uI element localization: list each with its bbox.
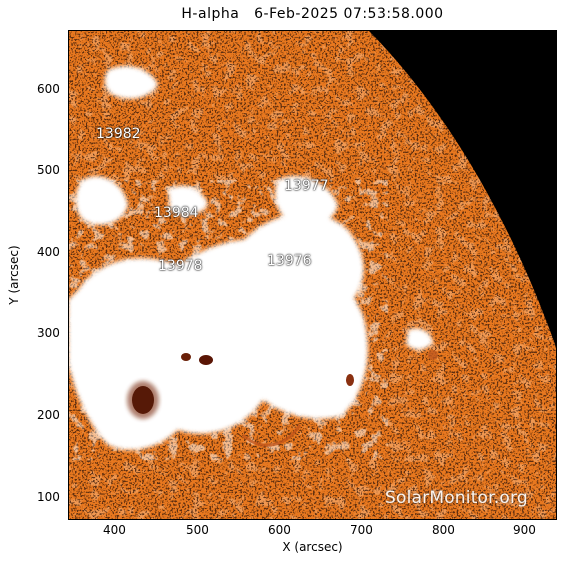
- x-tick-label: 600: [268, 523, 291, 537]
- sunspot-small-3: [346, 374, 354, 386]
- active-region-label: 13976: [267, 253, 312, 269]
- y-tick-label: 600: [37, 82, 60, 96]
- filament-arc: [241, 424, 302, 447]
- sunspots: [127, 350, 438, 419]
- y-tick-label: 400: [37, 245, 60, 259]
- y-tick-label: 200: [37, 408, 60, 422]
- bright-point: [428, 350, 438, 360]
- watermark: SolarMonitor.org: [385, 488, 528, 508]
- y-tick-label: 300: [37, 326, 60, 340]
- sunspot-small-1: [199, 355, 213, 365]
- active-region-label: 13982: [96, 126, 141, 142]
- plage-speckle: [68, 180, 388, 460]
- figure-title: H-alpha 6-Feb-2025 07:53:58.000: [181, 6, 444, 22]
- x-tick-label: 800: [432, 523, 455, 537]
- solar-disk-image: [68, 30, 557, 520]
- solar-disk-svg: [68, 30, 557, 520]
- y-tick-label: 500: [37, 163, 60, 177]
- x-tick-label: 900: [513, 523, 536, 537]
- sunspot-small-2: [181, 353, 191, 361]
- active-region-label: 13984: [154, 205, 199, 221]
- x-axis-label: X (arcsec): [282, 540, 343, 554]
- y-tick-label: 100: [37, 490, 60, 504]
- x-tick-label: 500: [186, 523, 209, 537]
- active-region-label: 13978: [158, 258, 203, 274]
- y-axis-label: Y (arcsec): [7, 245, 21, 305]
- x-tick-label: 400: [103, 523, 126, 537]
- active-region-label: 13977: [284, 178, 329, 194]
- x-tick-label: 700: [350, 523, 373, 537]
- outer-space: [368, 30, 557, 350]
